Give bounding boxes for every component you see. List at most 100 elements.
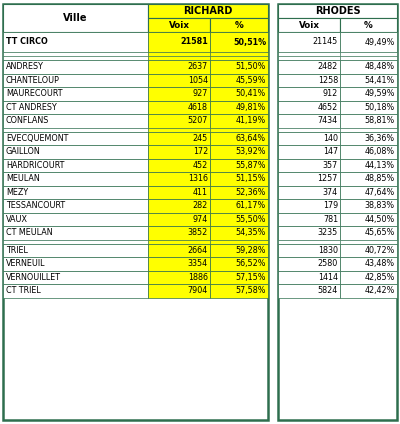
- Bar: [148, 4, 268, 18]
- Bar: [148, 186, 210, 199]
- Bar: [210, 114, 268, 128]
- Bar: [278, 243, 340, 257]
- Text: 1054: 1054: [188, 76, 208, 85]
- Bar: [340, 240, 397, 243]
- Text: 3235: 3235: [318, 228, 338, 237]
- Bar: [340, 18, 397, 32]
- Bar: [3, 257, 148, 271]
- Bar: [148, 128, 210, 131]
- Bar: [148, 100, 210, 114]
- Bar: [278, 199, 340, 212]
- Bar: [3, 199, 148, 212]
- Bar: [340, 145, 397, 159]
- Bar: [3, 73, 148, 87]
- Text: 1830: 1830: [318, 246, 338, 255]
- Text: 41,19%: 41,19%: [236, 116, 266, 125]
- Bar: [278, 145, 340, 159]
- Bar: [148, 159, 210, 172]
- Text: 42,42%: 42,42%: [365, 286, 395, 295]
- Bar: [210, 159, 268, 172]
- Text: Ville: Ville: [63, 13, 88, 23]
- Text: 3354: 3354: [188, 259, 208, 268]
- Bar: [148, 60, 210, 73]
- Text: 40,72%: 40,72%: [365, 246, 395, 255]
- Bar: [278, 240, 340, 243]
- Text: VAUX: VAUX: [6, 215, 28, 224]
- Bar: [340, 243, 397, 257]
- Bar: [3, 4, 148, 32]
- Text: 5824: 5824: [318, 286, 338, 295]
- Text: 2664: 2664: [188, 246, 208, 255]
- Bar: [210, 18, 268, 32]
- Text: 56,52%: 56,52%: [236, 259, 266, 268]
- Bar: [210, 226, 268, 240]
- Bar: [278, 257, 340, 271]
- Bar: [148, 271, 210, 284]
- Bar: [3, 212, 148, 226]
- Bar: [278, 212, 340, 226]
- Text: %: %: [235, 20, 243, 30]
- Bar: [340, 52, 397, 56]
- Text: CT ANDRESY: CT ANDRESY: [6, 103, 57, 112]
- Text: %: %: [364, 20, 373, 30]
- Bar: [3, 100, 148, 114]
- Bar: [278, 128, 340, 131]
- Text: 179: 179: [323, 201, 338, 210]
- Text: 55,50%: 55,50%: [236, 215, 266, 224]
- Bar: [3, 128, 148, 131]
- Bar: [278, 73, 340, 87]
- Text: 1316: 1316: [188, 174, 208, 183]
- Bar: [210, 73, 268, 87]
- Text: RHODES: RHODES: [315, 6, 360, 16]
- Bar: [210, 60, 268, 73]
- Text: 3852: 3852: [188, 228, 208, 237]
- Bar: [148, 56, 210, 60]
- Bar: [278, 159, 340, 172]
- Text: 357: 357: [323, 161, 338, 170]
- Text: 927: 927: [193, 89, 208, 98]
- Bar: [210, 131, 268, 145]
- Bar: [278, 60, 340, 73]
- Text: VERNOUILLET: VERNOUILLET: [6, 273, 61, 282]
- Text: GAILLON: GAILLON: [6, 147, 41, 156]
- Text: CT TRIEL: CT TRIEL: [6, 286, 41, 295]
- Text: EVECQUEMONT: EVECQUEMONT: [6, 134, 68, 143]
- Text: 49,59%: 49,59%: [364, 89, 395, 98]
- Text: 7904: 7904: [188, 286, 208, 295]
- Text: 54,35%: 54,35%: [236, 228, 266, 237]
- Text: 36,36%: 36,36%: [365, 134, 395, 143]
- Bar: [210, 87, 268, 100]
- Bar: [340, 114, 397, 128]
- Bar: [3, 114, 148, 128]
- Text: 44,50%: 44,50%: [365, 215, 395, 224]
- Bar: [340, 100, 397, 114]
- Bar: [278, 52, 340, 56]
- Bar: [3, 32, 148, 52]
- Bar: [340, 226, 397, 240]
- Bar: [210, 145, 268, 159]
- Bar: [340, 212, 397, 226]
- Text: MEZY: MEZY: [6, 188, 28, 197]
- Text: 44,13%: 44,13%: [365, 161, 395, 170]
- Text: 452: 452: [193, 161, 208, 170]
- Text: 38,83%: 38,83%: [365, 201, 395, 210]
- Bar: [3, 186, 148, 199]
- Bar: [210, 32, 268, 52]
- Bar: [278, 131, 340, 145]
- Bar: [148, 172, 210, 186]
- Bar: [278, 87, 340, 100]
- Text: CT MEULAN: CT MEULAN: [6, 228, 53, 237]
- Text: 47,64%: 47,64%: [365, 188, 395, 197]
- Text: 51,15%: 51,15%: [236, 174, 266, 183]
- Text: Voix: Voix: [298, 20, 320, 30]
- Bar: [340, 284, 397, 298]
- Bar: [340, 87, 397, 100]
- Bar: [340, 186, 397, 199]
- Bar: [3, 131, 148, 145]
- Text: 52,36%: 52,36%: [236, 188, 266, 197]
- Text: 7434: 7434: [318, 116, 338, 125]
- Text: TT CIRCO: TT CIRCO: [6, 37, 48, 47]
- Bar: [3, 226, 148, 240]
- Text: 48,48%: 48,48%: [365, 62, 395, 71]
- Bar: [210, 212, 268, 226]
